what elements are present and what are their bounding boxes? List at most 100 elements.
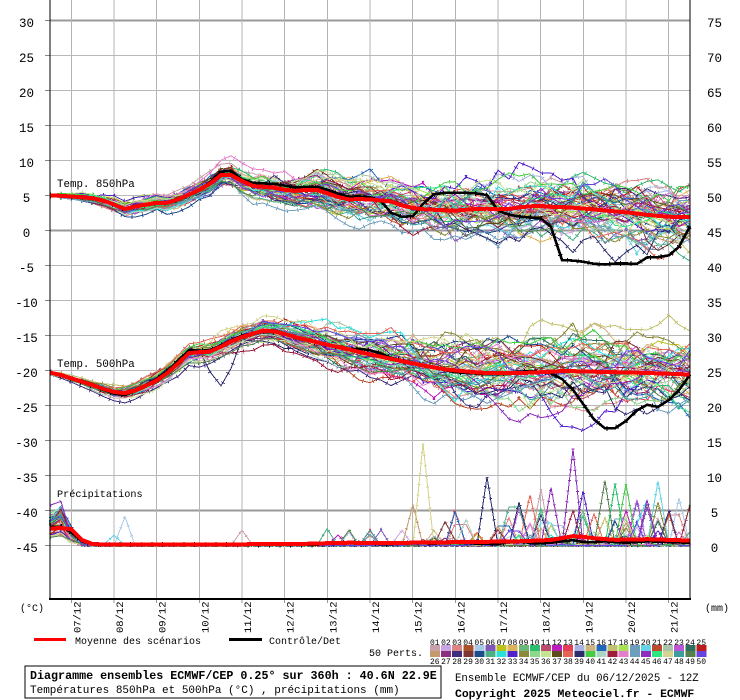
svg-text:Temp. 500hPa: Temp. 500hPa	[57, 359, 135, 371]
svg-text:0: 0	[711, 542, 719, 556]
svg-text:49: 49	[685, 658, 695, 667]
svg-text:15: 15	[19, 122, 34, 136]
svg-text:11/12: 11/12	[243, 601, 255, 633]
svg-text:(mm): (mm)	[705, 603, 729, 615]
svg-text:-25: -25	[15, 402, 38, 416]
svg-text:-15: -15	[15, 332, 38, 346]
svg-text:5: 5	[23, 192, 31, 206]
svg-text:07/12: 07/12	[72, 601, 84, 633]
svg-text:08: 08	[508, 639, 518, 648]
svg-text:31: 31	[486, 658, 496, 667]
svg-text:30: 30	[474, 658, 484, 667]
svg-text:25: 25	[707, 367, 722, 381]
svg-text:02: 02	[441, 639, 451, 648]
svg-text:43: 43	[619, 658, 629, 667]
svg-text:09: 09	[519, 639, 529, 648]
svg-text:15: 15	[585, 639, 595, 648]
svg-text:46: 46	[652, 658, 662, 667]
svg-text:30: 30	[19, 17, 34, 31]
svg-text:5: 5	[711, 507, 719, 521]
svg-text:Copyright 2025 Meteociel.fr -: Copyright 2025 Meteociel.fr - ECMWF	[455, 689, 694, 700]
svg-text:32: 32	[497, 658, 507, 667]
svg-text:18: 18	[619, 639, 629, 648]
svg-text:19/12: 19/12	[584, 601, 596, 633]
svg-text:40: 40	[585, 658, 595, 667]
svg-text:75: 75	[707, 17, 722, 31]
svg-text:28: 28	[452, 658, 462, 667]
svg-text:12: 12	[552, 639, 562, 648]
svg-text:50: 50	[707, 192, 722, 206]
svg-text:Précipitations: Précipitations	[57, 489, 143, 501]
svg-text:40: 40	[707, 262, 722, 276]
svg-text:17/12: 17/12	[499, 601, 511, 633]
svg-text:34: 34	[519, 658, 529, 667]
svg-text:35: 35	[530, 658, 540, 667]
svg-text:Contrôle/Det: Contrôle/Det	[269, 636, 341, 648]
svg-text:48: 48	[674, 658, 684, 667]
svg-text:03: 03	[452, 639, 462, 648]
svg-text:27: 27	[441, 658, 451, 667]
svg-text:41: 41	[597, 658, 607, 667]
svg-text:21: 21	[652, 639, 662, 648]
svg-text:70: 70	[707, 52, 722, 66]
svg-text:26: 26	[430, 658, 440, 667]
svg-text:10: 10	[19, 157, 34, 171]
svg-text:14/12: 14/12	[371, 601, 383, 633]
svg-text:Temp. 850hPa: Temp. 850hPa	[57, 179, 135, 191]
svg-text:35: 35	[707, 297, 722, 311]
svg-text:18/12: 18/12	[542, 601, 554, 633]
svg-text:-45: -45	[15, 542, 38, 556]
svg-text:45: 45	[641, 658, 651, 667]
svg-text:12/12: 12/12	[286, 601, 298, 633]
svg-text:08/12: 08/12	[115, 601, 127, 633]
svg-text:13: 13	[563, 639, 573, 648]
svg-text:45: 45	[707, 227, 722, 241]
svg-text:47: 47	[663, 658, 673, 667]
svg-text:Diagramme ensembles ECMWF/CEP: Diagramme ensembles ECMWF/CEP 0.25° sur …	[30, 669, 437, 683]
svg-text:Ensemble ECMWF/CEP du 06/12/20: Ensemble ECMWF/CEP du 06/12/2025 - 12Z	[455, 673, 699, 685]
svg-text:01: 01	[430, 639, 440, 648]
svg-text:22: 22	[663, 639, 673, 648]
svg-text:20: 20	[19, 87, 34, 101]
svg-text:10: 10	[530, 639, 540, 648]
svg-text:21/12: 21/12	[670, 601, 682, 633]
svg-text:07: 07	[497, 639, 507, 648]
svg-text:Moyenne des scénarios: Moyenne des scénarios	[75, 636, 201, 648]
svg-text:25: 25	[19, 52, 34, 66]
svg-text:(°C): (°C)	[20, 603, 44, 615]
svg-text:-30: -30	[15, 437, 38, 451]
svg-text:50 Perts.: 50 Perts.	[369, 649, 423, 660]
svg-text:-40: -40	[15, 507, 38, 521]
svg-text:10/12: 10/12	[200, 601, 212, 633]
svg-text:36: 36	[541, 658, 551, 667]
svg-text:20: 20	[707, 402, 722, 416]
svg-text:11: 11	[541, 639, 551, 648]
svg-text:15/12: 15/12	[414, 601, 426, 633]
svg-text:55: 55	[707, 157, 722, 171]
svg-text:09/12: 09/12	[158, 601, 170, 633]
svg-text:Températures 850hPa et 500hPa: Températures 850hPa et 500hPa (°C) , pré…	[30, 685, 400, 697]
svg-text:38: 38	[563, 658, 573, 667]
svg-text:-35: -35	[15, 472, 38, 486]
svg-text:-20: -20	[15, 367, 38, 381]
svg-text:20/12: 20/12	[627, 601, 639, 633]
svg-text:-10: -10	[15, 297, 38, 311]
svg-text:16: 16	[597, 639, 607, 648]
svg-text:29: 29	[463, 658, 473, 667]
svg-text:44: 44	[630, 658, 640, 667]
svg-text:25: 25	[696, 639, 706, 648]
svg-text:20: 20	[641, 639, 651, 648]
svg-text:06: 06	[486, 639, 496, 648]
svg-text:05: 05	[474, 639, 484, 648]
svg-text:42: 42	[608, 658, 618, 667]
svg-text:17: 17	[608, 639, 618, 648]
svg-text:60: 60	[707, 122, 722, 136]
svg-text:16/12: 16/12	[456, 601, 468, 633]
svg-text:30: 30	[707, 332, 722, 346]
svg-text:33: 33	[508, 658, 518, 667]
svg-text:24: 24	[685, 639, 695, 648]
svg-text:19: 19	[630, 639, 640, 648]
svg-text:23: 23	[674, 639, 684, 648]
svg-text:50: 50	[696, 658, 706, 667]
svg-text:13/12: 13/12	[328, 601, 340, 633]
